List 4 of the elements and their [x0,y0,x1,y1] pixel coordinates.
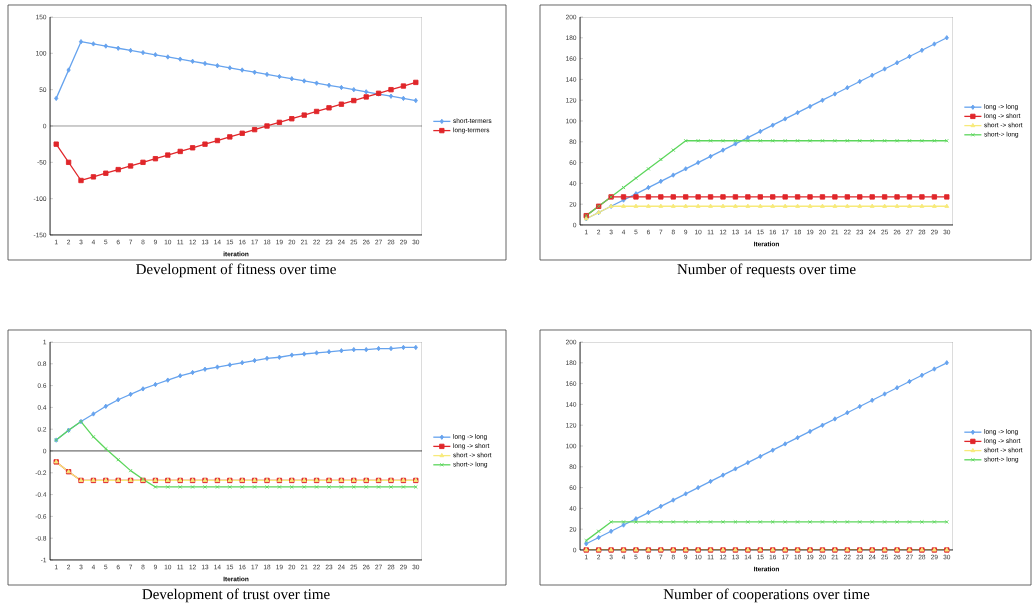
text: Number of cooperations over time [663,588,870,603]
text: Number of requests over time [677,263,856,278]
text: Development of trust over time [142,588,330,603]
text: Development of fitness over time [136,263,336,278]
